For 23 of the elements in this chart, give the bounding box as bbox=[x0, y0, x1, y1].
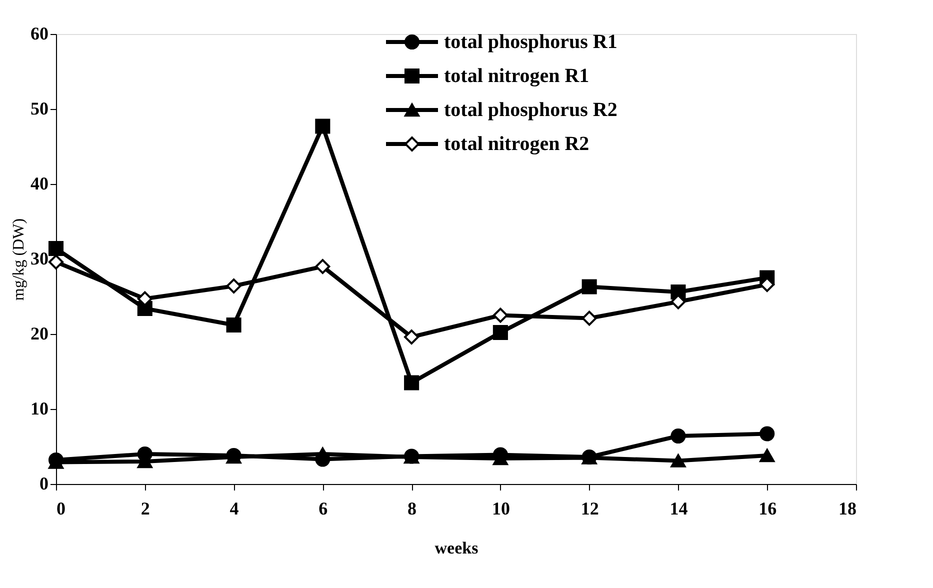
y-tick-label: 0 bbox=[40, 474, 48, 494]
legend-label: total phosphorus R1 bbox=[444, 31, 618, 53]
x-tick-label: 16 bbox=[758, 498, 777, 518]
x-tick-label: 14 bbox=[670, 498, 688, 518]
y-tick-label: 40 bbox=[30, 174, 48, 194]
y-tick-label: 10 bbox=[30, 398, 48, 418]
y-axis-title: mg/kg (DW) bbox=[10, 218, 28, 301]
x-tick-label: 10 bbox=[492, 498, 510, 518]
x-tick-label: 12 bbox=[580, 498, 599, 518]
x-axis-title: weeks bbox=[434, 538, 479, 558]
x-tick-label: 0 bbox=[56, 498, 66, 518]
legend-label: total nitrogen R1 bbox=[444, 65, 590, 87]
y-tick-label: 20 bbox=[30, 324, 48, 344]
x-tick-label: 6 bbox=[318, 498, 328, 518]
legend-label: total phosphorus R2 bbox=[444, 99, 618, 121]
y-tick-label: 60 bbox=[30, 24, 48, 44]
x-tick-label: 4 bbox=[230, 498, 239, 518]
x-tick-label: 2 bbox=[140, 498, 150, 518]
y-tick-label: 50 bbox=[30, 98, 48, 118]
y-tick-label: 30 bbox=[30, 248, 48, 268]
x-tick-label: 8 bbox=[408, 498, 417, 518]
legend-label: total nitrogen R2 bbox=[444, 133, 590, 155]
x-tick-label: 18 bbox=[838, 498, 856, 518]
